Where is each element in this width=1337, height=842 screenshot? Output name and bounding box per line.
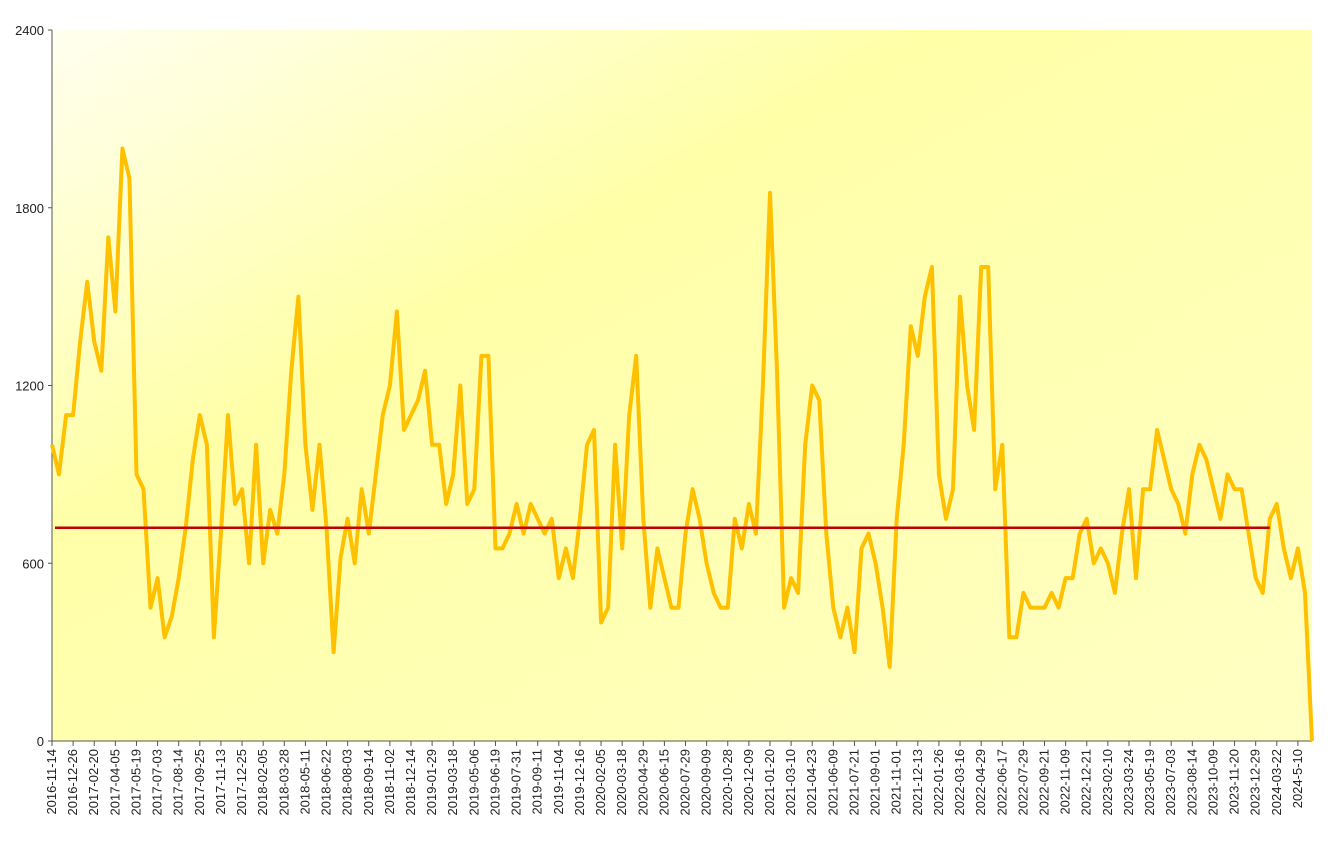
- x-tick-label: 2020-02-05: [593, 749, 608, 816]
- x-tick-label: 2018-12-14: [403, 749, 418, 816]
- x-tick-label: 2020-10-28: [720, 749, 735, 816]
- x-tick-label: 2017-09-25: [192, 749, 207, 816]
- x-tick-label: 2021-04-23: [804, 749, 819, 816]
- x-tick-label: 2022-11-09: [1058, 749, 1073, 815]
- x-tick-label: 2024-5-10: [1290, 749, 1305, 808]
- x-tick-label: 2019-09-11: [530, 749, 545, 815]
- x-tick-label: 2020-04-29: [635, 749, 650, 816]
- x-tick-label: 2019-06-19: [487, 749, 502, 816]
- x-tick-label: 2018-11-02: [382, 749, 397, 815]
- x-tick-label: 2023-02-10: [1100, 749, 1115, 816]
- x-tick-label: 2022-03-16: [952, 749, 967, 816]
- x-tick-label: 2017-07-03: [150, 749, 165, 816]
- y-tick-label: 0: [37, 734, 44, 749]
- y-tick-label: 1800: [15, 201, 44, 216]
- x-tick-label: 2017-05-19: [128, 749, 143, 816]
- x-tick-label: 2018-05-11: [297, 749, 312, 815]
- x-tick-label: 2022-07-29: [1015, 749, 1030, 816]
- x-tick-label: 2023-11-20: [1227, 749, 1242, 815]
- x-tick-label: 2018-09-14: [361, 749, 376, 816]
- x-tick-label: 2020-06-15: [656, 749, 671, 816]
- x-tick-label: 2021-06-09: [825, 749, 840, 816]
- x-tick-label: 2019-03-18: [445, 749, 460, 816]
- x-tick-label: 2020-09-09: [699, 749, 714, 816]
- x-tick-label: 2024-03-22: [1269, 749, 1284, 816]
- x-tick-label: 2017-11-13: [213, 749, 228, 815]
- x-tick-label: 2018-02-05: [255, 749, 270, 816]
- x-tick-label: 2021-12-13: [910, 749, 925, 816]
- x-tick-label: 2020-07-29: [678, 749, 693, 816]
- x-tick-label: 2019-01-29: [424, 749, 439, 816]
- x-tick-label: 2017-04-05: [107, 749, 122, 816]
- x-tick-label: 2021-09-01: [868, 749, 883, 816]
- x-tick-label: 2022-01-26: [931, 749, 946, 816]
- x-tick-label: 2023-07-03: [1163, 749, 1178, 816]
- x-tick-label: 2022-09-21: [1037, 749, 1052, 816]
- x-tick-label: 2021-01-20: [762, 749, 777, 816]
- x-tick-label: 2023-10-09: [1205, 749, 1220, 816]
- x-tick-label: 2018-06-22: [319, 749, 334, 816]
- x-tick-label: 2017-02-20: [86, 749, 101, 816]
- x-tick-label: 2016-12-26: [65, 749, 80, 816]
- x-tick-label: 2018-08-03: [340, 749, 355, 816]
- y-tick-label: 1200: [15, 379, 44, 394]
- x-tick-label: 2019-05-06: [466, 749, 481, 816]
- x-tick-label: 2023-08-14: [1184, 749, 1199, 816]
- x-tick-label: 2021-03-10: [783, 749, 798, 816]
- x-tick-label: 2021-11-01: [889, 749, 904, 815]
- x-tick-label: 2021-07-21: [846, 749, 861, 816]
- x-tick-label: 2020-12-09: [741, 749, 756, 816]
- y-tick-label: 600: [22, 556, 44, 571]
- x-tick-label: 2019-07-31: [509, 749, 524, 816]
- y-tick-label: 2400: [15, 23, 44, 38]
- x-tick-label: 2023-12-29: [1248, 749, 1263, 816]
- x-tick-label: 2017-12-25: [234, 749, 249, 816]
- x-tick-label: 2023-05-19: [1142, 749, 1157, 816]
- x-tick-label: 2020-03-18: [614, 749, 629, 816]
- plot-area: [52, 30, 1312, 741]
- x-tick-label: 2017-08-14: [171, 749, 186, 816]
- x-tick-label: 2018-03-28: [276, 749, 291, 816]
- data-line: [50, 146, 1314, 742]
- x-tick-label: 2023-03-24: [1121, 749, 1136, 816]
- x-tick-label: 2016-11-14: [44, 749, 59, 815]
- x-tick-label: 2022-04-29: [973, 749, 988, 816]
- x-tick-label: 2022-06-17: [994, 749, 1009, 816]
- x-tick-label: 2019-11-04: [551, 749, 566, 815]
- x-tick-label: 2019-12-16: [572, 749, 587, 816]
- x-tick-label: 2022-12-21: [1079, 749, 1094, 816]
